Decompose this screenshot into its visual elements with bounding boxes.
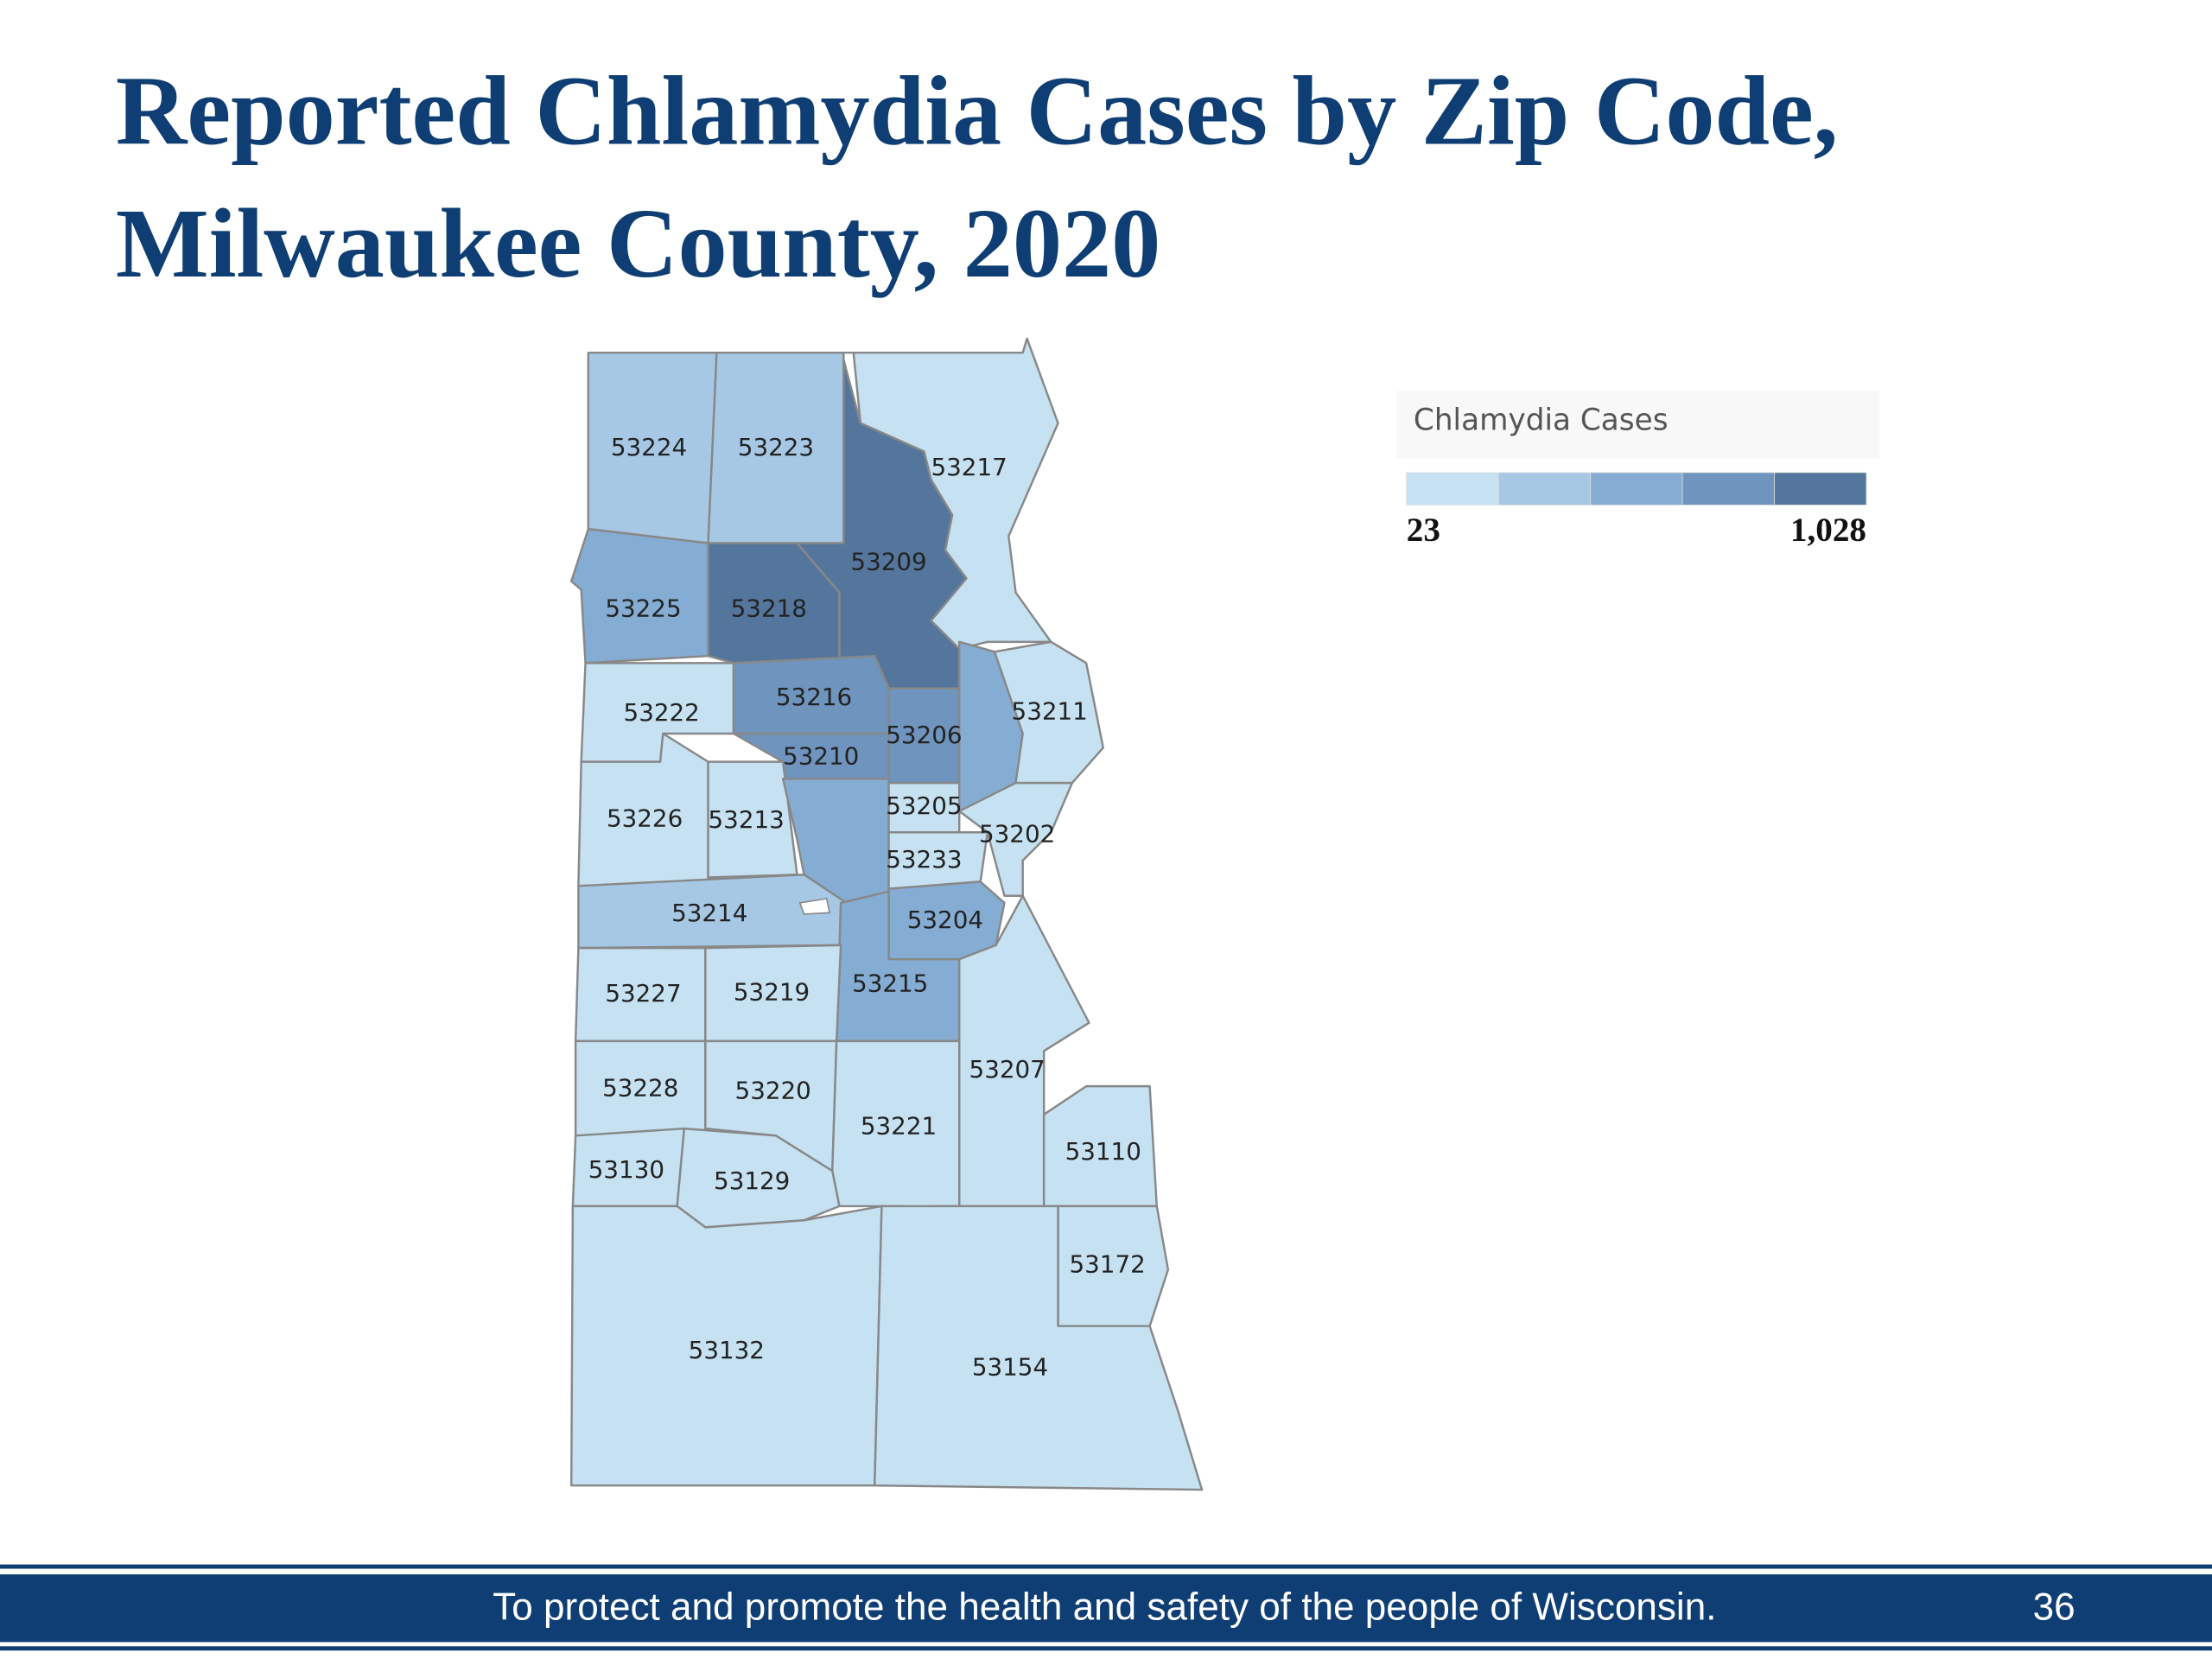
zip-label: 53213 — [709, 805, 785, 834]
map-hole — [798, 898, 830, 915]
zip-area — [993, 640, 1104, 785]
zip-label: 53154 — [972, 1353, 1048, 1382]
zip-label: 53110 — [1065, 1137, 1141, 1166]
zip-label: 53227 — [605, 979, 681, 1007]
zip-label: 53209 — [850, 547, 926, 575]
legend: Chlamydia Cases 23 1,028 — [1396, 391, 1879, 549]
zip-label: 53206 — [886, 721, 962, 749]
map: 53224 53223 53217 53209 53225 53218 5322… — [570, 337, 1204, 1491]
zip-label: 53215 — [852, 969, 928, 998]
legend-title: Chlamydia Cases — [1414, 404, 1669, 438]
zip-area — [570, 1205, 883, 1487]
zip-label: 53217 — [931, 453, 1007, 481]
zip-label: 53172 — [1069, 1249, 1145, 1278]
zip-label: 53220 — [735, 1077, 811, 1105]
zip-label: 53221 — [861, 1111, 937, 1140]
footer-rule — [0, 1564, 2212, 1569]
zip-label: 53222 — [624, 698, 700, 727]
legend-max: 1,028 — [1790, 512, 1866, 549]
zip-label: 53223 — [738, 433, 814, 461]
zip-area — [1042, 1084, 1158, 1208]
footer-rule — [0, 1646, 2212, 1651]
zip-area — [957, 781, 1074, 897]
zip-area — [874, 1205, 1204, 1491]
zip-label: 53202 — [979, 820, 1055, 849]
legend-swatch — [1681, 472, 1775, 505]
zip-label: 53224 — [611, 433, 687, 461]
zip-label: 53207 — [969, 1055, 1046, 1084]
legend-swatch — [1497, 472, 1592, 505]
zip-label: 53129 — [714, 1166, 790, 1195]
zip-label: 53233 — [886, 845, 962, 874]
legend-min: 23 — [1407, 512, 1440, 549]
zip-label: 53216 — [776, 683, 852, 711]
zip-label: 53226 — [607, 804, 683, 833]
legend-swatch — [1774, 472, 1867, 505]
zip-label: 53214 — [671, 899, 747, 927]
zip-label: 53219 — [734, 977, 810, 1006]
zip-label: 53210 — [783, 742, 859, 771]
footer-band — [0, 1574, 2212, 1643]
legend-swatch — [1590, 472, 1683, 505]
legend-swatch — [1406, 472, 1499, 505]
zip-label: 53228 — [602, 1073, 678, 1102]
zip-label: 53205 — [886, 791, 962, 820]
zip-label: 53130 — [588, 1155, 664, 1184]
zip-label: 53132 — [689, 1336, 765, 1364]
title-line: Milwaukee County, 2020 — [116, 188, 1160, 298]
zip-label: 53211 — [1012, 696, 1088, 725]
page-number: 36 — [2033, 1586, 2075, 1628]
zip-label: 53218 — [731, 594, 807, 622]
legend-box — [1396, 391, 1879, 459]
title-line: Reported Chlamydia Cases by Zip Code, — [116, 56, 1838, 166]
footer: To protect and promote the health and sa… — [0, 1564, 2212, 1651]
footer-text: To protect and promote the health and sa… — [493, 1586, 1716, 1628]
zip-label: 53225 — [605, 594, 681, 622]
zip-label: 53204 — [907, 906, 983, 934]
